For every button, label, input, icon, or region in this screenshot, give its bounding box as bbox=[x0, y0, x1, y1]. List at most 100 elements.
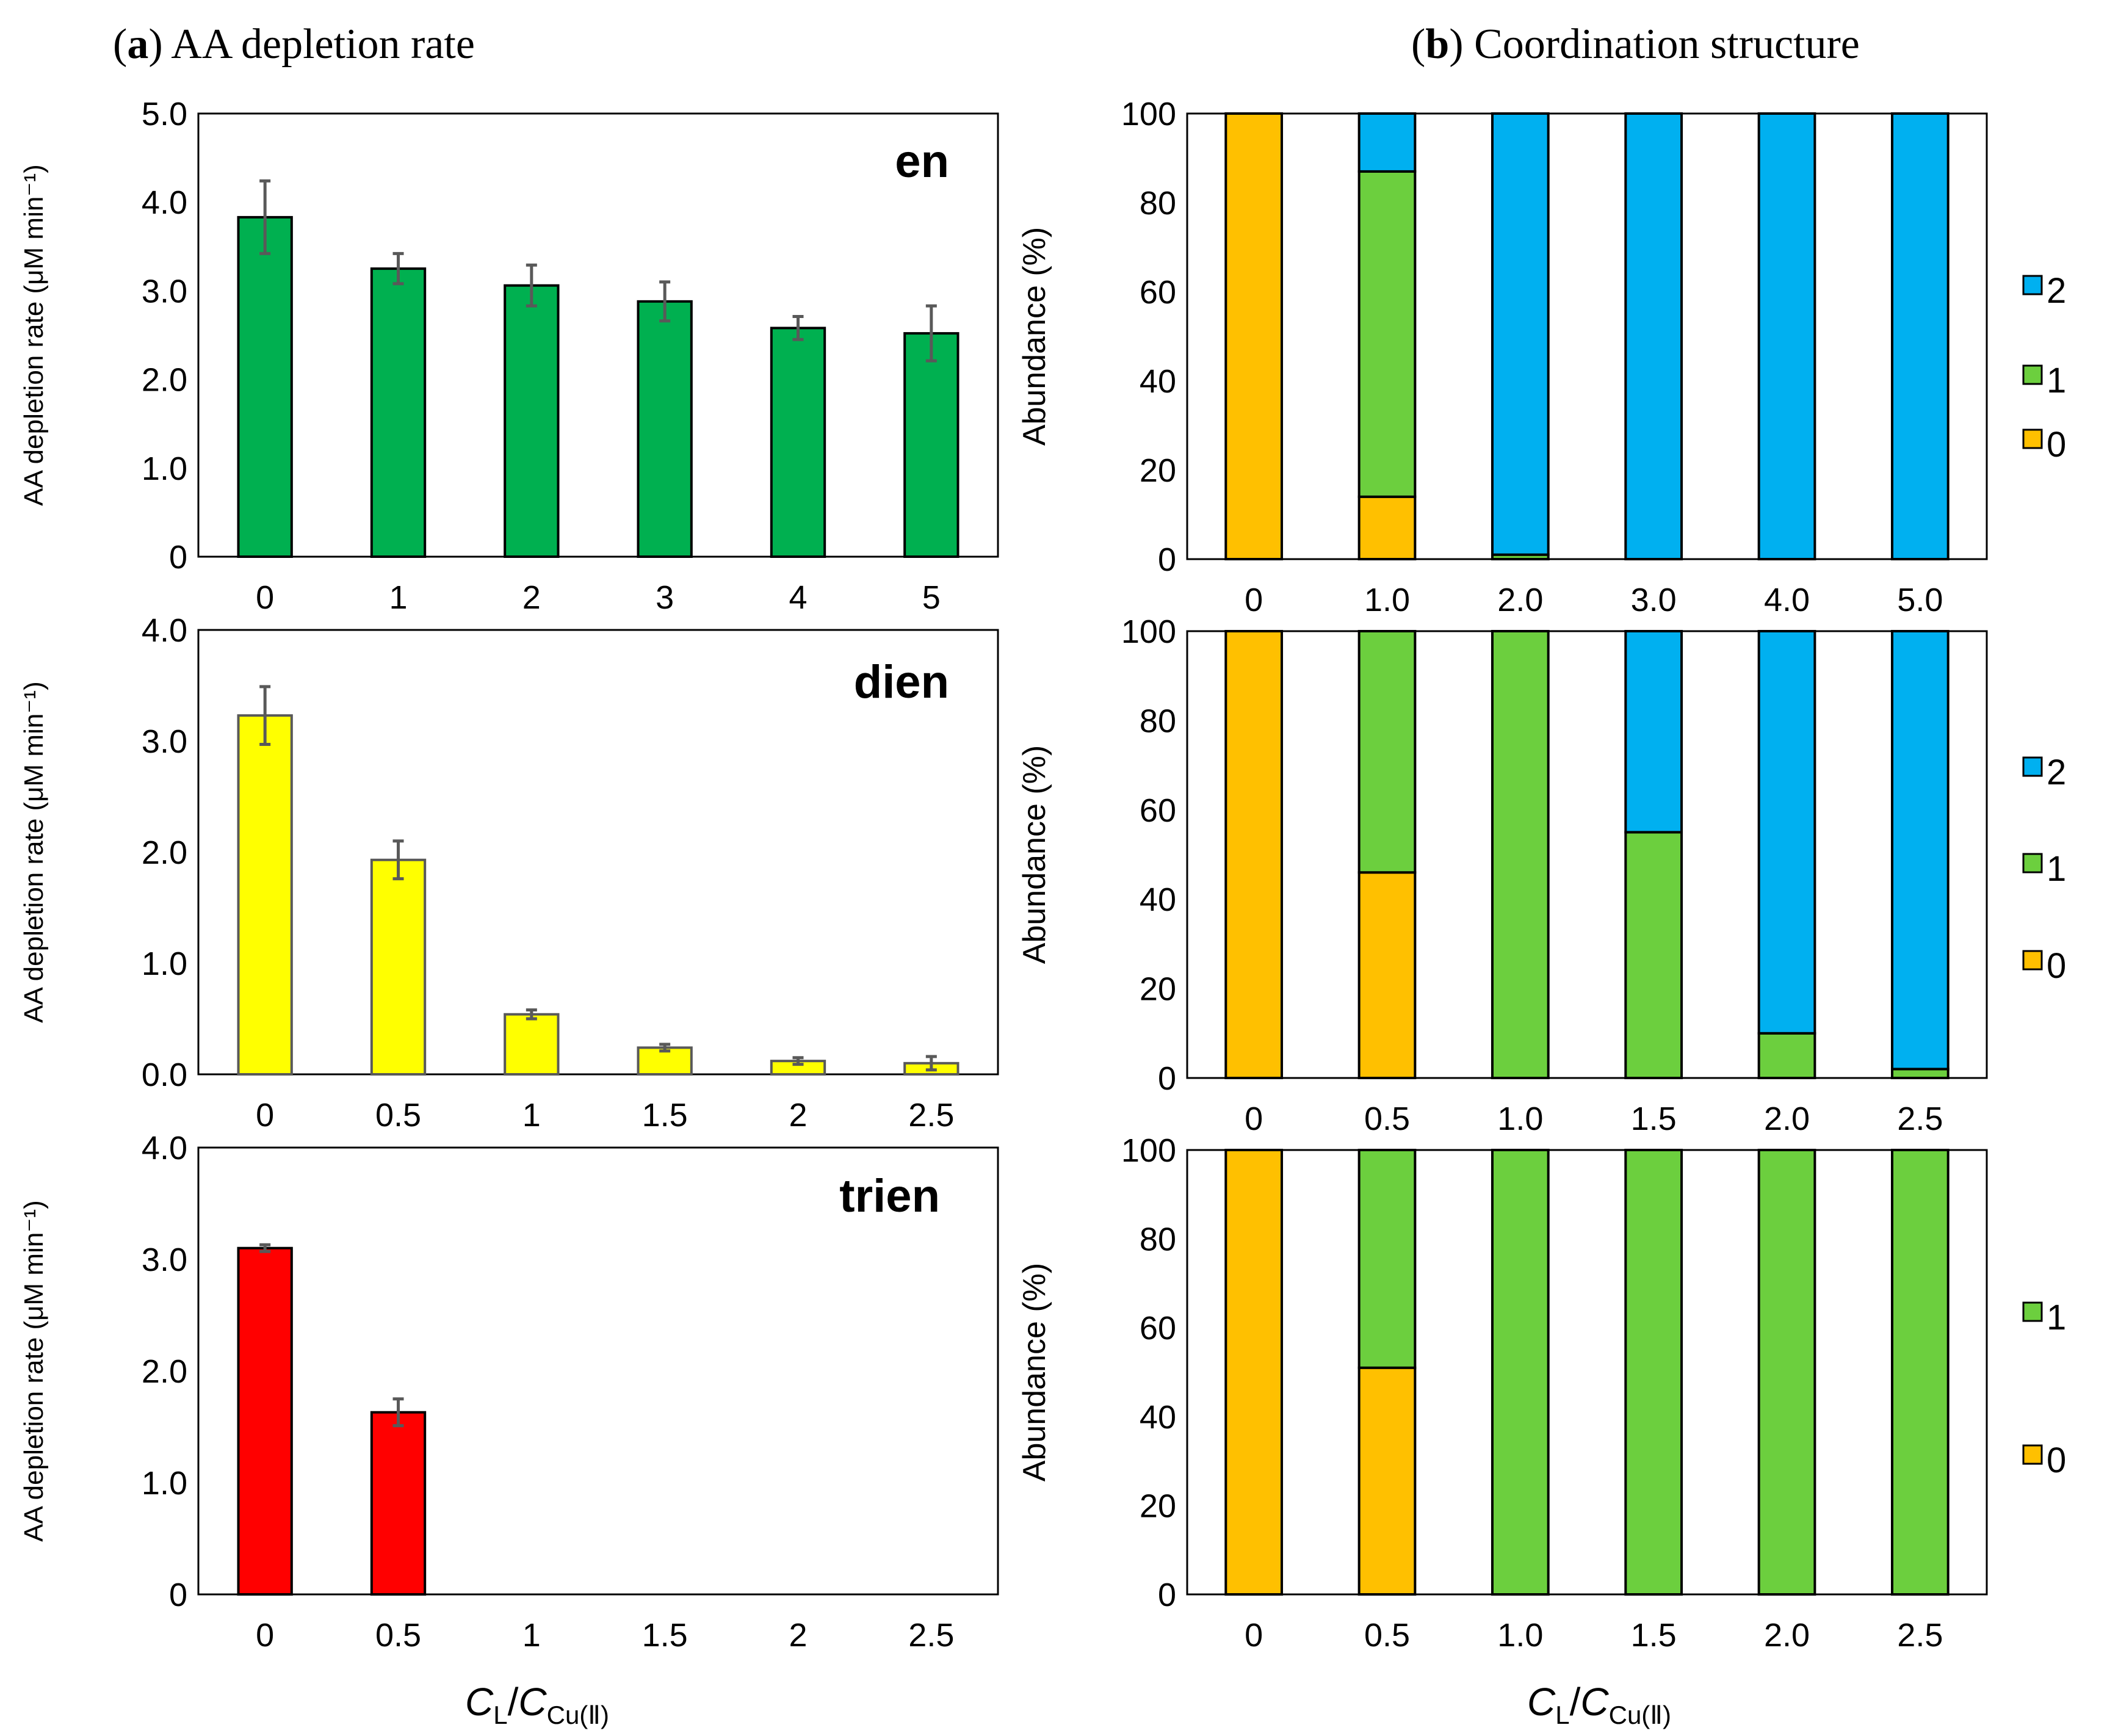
rate-dien-ytick-label: 1.0 bbox=[142, 946, 187, 982]
abund-trien-xtick-label: 1.5 bbox=[1631, 1617, 1677, 1654]
rate-trien-xtick-label: 2.5 bbox=[908, 1617, 954, 1654]
rate-en-ytick-label: 3.0 bbox=[142, 273, 187, 309]
rate-trien-ytick-label: 0 bbox=[169, 1577, 187, 1613]
abund-dien-legend-label: 2 bbox=[2047, 753, 2066, 792]
rate-dien-bar bbox=[504, 1013, 560, 1076]
charts: 0 1.0 2.0 3.0 4.0 5.0 0 1 2 3 4 5 AA depletion rate … bbox=[19, 96, 2066, 1654]
rate-trien-xtick-label: 0 bbox=[256, 1617, 274, 1654]
abund-dien-xtick-label: 2.0 bbox=[1764, 1101, 1810, 1137]
rate-dien-xtick-label: 2.5 bbox=[908, 1097, 954, 1134]
abund-dien-plot-frame bbox=[1186, 630, 1988, 1079]
rate-dien-ytick-label: 2.0 bbox=[142, 834, 187, 871]
abund-trien-xtick-label: 2.5 bbox=[1897, 1617, 1943, 1654]
abund-trien-legend-swatch bbox=[2022, 1444, 2043, 1465]
abund-dien-xtick-label: 2.5 bbox=[1897, 1101, 1943, 1137]
x-axis-title-a: CL/CCu(Ⅱ) bbox=[465, 1680, 609, 1729]
abund-dien-ytick-label: 60 bbox=[1140, 792, 1176, 829]
abund-trien-ytick-label: 100 bbox=[1121, 1132, 1176, 1169]
abund-en-stack-segment-1 bbox=[1357, 170, 1417, 498]
rate-dien-xtick-label: 1 bbox=[522, 1097, 541, 1134]
rate-trien-ligand-label: trien bbox=[839, 1170, 940, 1222]
abund-trien-xtick-label: 1.0 bbox=[1497, 1617, 1543, 1654]
rate-dien-ytick-label: 0.0 bbox=[142, 1057, 187, 1093]
abund-en-y-axis-label: Abundance (%) bbox=[1017, 227, 1052, 446]
rate-en-ytick-label: 2.0 bbox=[142, 362, 187, 399]
abund-dien-legend-swatch bbox=[2022, 756, 2043, 777]
rate-trien-ytick-label: 2.0 bbox=[142, 1353, 187, 1390]
abund-dien-stack-segment-1 bbox=[1491, 630, 1550, 1079]
rate-en-ligand-label: en bbox=[895, 136, 949, 187]
abund-trien-stack-segment-1 bbox=[1357, 1149, 1417, 1369]
abund-en-stack-segment-2 bbox=[1757, 112, 1816, 560]
rate-dien-xtick-label: 1.5 bbox=[642, 1097, 688, 1134]
abund-trien-stack-segment-1 bbox=[1491, 1149, 1550, 1596]
rate-trien-y-axis-label: AA depletion rate (μM min⁻¹) bbox=[19, 1200, 49, 1542]
abund-trien-legend-label: 0 bbox=[2047, 1441, 2066, 1480]
rate-dien-plot-frame bbox=[197, 629, 999, 1076]
abund-en-ytick-label: 80 bbox=[1140, 185, 1176, 222]
abund-en-plot-frame bbox=[1186, 112, 1988, 560]
rate-en-bar bbox=[903, 332, 960, 558]
abund-dien-xtick-label: 0.5 bbox=[1364, 1101, 1410, 1137]
x-axis-title-b: CL/CCu(Ⅱ) bbox=[1527, 1680, 1671, 1729]
rate-en-bar bbox=[770, 327, 826, 558]
abund-en-stack-segment-2 bbox=[1491, 112, 1550, 556]
abund-en-legend-label: 2 bbox=[2047, 271, 2066, 311]
rate-dien-xtick-label: 2 bbox=[789, 1097, 807, 1134]
panel-a-title: (a) AA depletion rate bbox=[113, 21, 475, 68]
rate-en-bar bbox=[237, 215, 293, 559]
abund-en-legend-label: 1 bbox=[2047, 361, 2066, 400]
rate-dien-bar bbox=[370, 858, 427, 1076]
abund-trien-ytick-label: 80 bbox=[1140, 1221, 1176, 1258]
abund-dien-stack-segment-1 bbox=[1890, 1068, 1950, 1079]
abund-trien-legend-label: 1 bbox=[2047, 1298, 2066, 1337]
abund-dien-ytick-label: 100 bbox=[1121, 613, 1176, 650]
abund-trien-xtick-label: 0 bbox=[1245, 1617, 1263, 1654]
rate-dien-y-axis-label: AA depletion rate (μM min⁻¹) bbox=[19, 681, 49, 1023]
abund-en-ytick-label: 60 bbox=[1140, 274, 1176, 311]
rate-en-xtick-label: 4 bbox=[789, 579, 807, 616]
abund-en-legend-swatch bbox=[2022, 275, 2043, 295]
abund-trien-ytick-label: 0 bbox=[1158, 1577, 1176, 1613]
rate-trien-ytick-label: 4.0 bbox=[142, 1130, 187, 1166]
abund-en-xtick-label: 5.0 bbox=[1897, 582, 1943, 618]
abund-dien-ytick-label: 80 bbox=[1140, 703, 1176, 739]
abund-dien-stack-segment-2 bbox=[1890, 630, 1950, 1071]
rate-en-bar bbox=[504, 284, 560, 558]
abund-en-ytick-label: 100 bbox=[1121, 96, 1176, 132]
rate-en-xtick-label: 5 bbox=[922, 579, 941, 616]
rate-dien-ytick-label: 4.0 bbox=[142, 612, 187, 649]
abund-en-xtick-label: 3.0 bbox=[1631, 582, 1677, 618]
abund-trien-legend-swatch bbox=[2022, 1301, 2043, 1322]
abund-dien-legend-swatch bbox=[2022, 853, 2043, 873]
abund-trien-stack-segment-1 bbox=[1624, 1149, 1683, 1596]
abund-dien-stack-segment-2 bbox=[1624, 630, 1683, 834]
abund-dien-legend-label: 1 bbox=[2047, 849, 2066, 889]
abund-en-legend-swatch bbox=[2022, 429, 2043, 449]
abund-en-ytick-label: 0 bbox=[1158, 541, 1176, 578]
rate-trien-bar bbox=[237, 1246, 293, 1596]
rate-trien-plot-frame bbox=[197, 1146, 999, 1596]
rate-trien-ytick-label: 3.0 bbox=[142, 1242, 187, 1278]
abund-dien-xtick-label: 1.0 bbox=[1497, 1101, 1543, 1137]
abund-trien-y-axis-label: Abundance (%) bbox=[1017, 1263, 1052, 1481]
rate-trien-xtick-label: 2 bbox=[789, 1617, 807, 1654]
abund-trien-ytick-label: 60 bbox=[1140, 1310, 1176, 1347]
abund-en-xtick-label: 1.0 bbox=[1364, 582, 1410, 618]
rate-trien-ytick-label: 1.0 bbox=[142, 1465, 187, 1502]
abund-dien-stack-segment-1 bbox=[1757, 1032, 1816, 1080]
abund-trien-ytick-label: 20 bbox=[1140, 1488, 1176, 1524]
abund-en-xtick-label: 0 bbox=[1245, 582, 1263, 618]
abund-dien-y-axis-label: Abundance (%) bbox=[1017, 745, 1052, 964]
rate-trien-xtick-label: 0.5 bbox=[375, 1617, 421, 1654]
abund-trien-xtick-label: 0.5 bbox=[1364, 1617, 1410, 1654]
abund-dien-xtick-label: 0 bbox=[1245, 1101, 1263, 1137]
rate-en-bar bbox=[370, 267, 427, 558]
abund-dien-stack-segment-2 bbox=[1757, 630, 1816, 1035]
abund-trien-stack-segment-1 bbox=[1757, 1149, 1816, 1596]
abund-trien-stack-segment-1 bbox=[1890, 1149, 1950, 1596]
abund-en-stack-segment-0 bbox=[1357, 495, 1417, 560]
abund-trien-stack-segment-0 bbox=[1357, 1366, 1417, 1596]
abund-trien-xtick-label: 2.0 bbox=[1764, 1617, 1810, 1654]
rate-en-y-axis-label: AA depletion rate (μM min⁻¹) bbox=[19, 164, 49, 506]
